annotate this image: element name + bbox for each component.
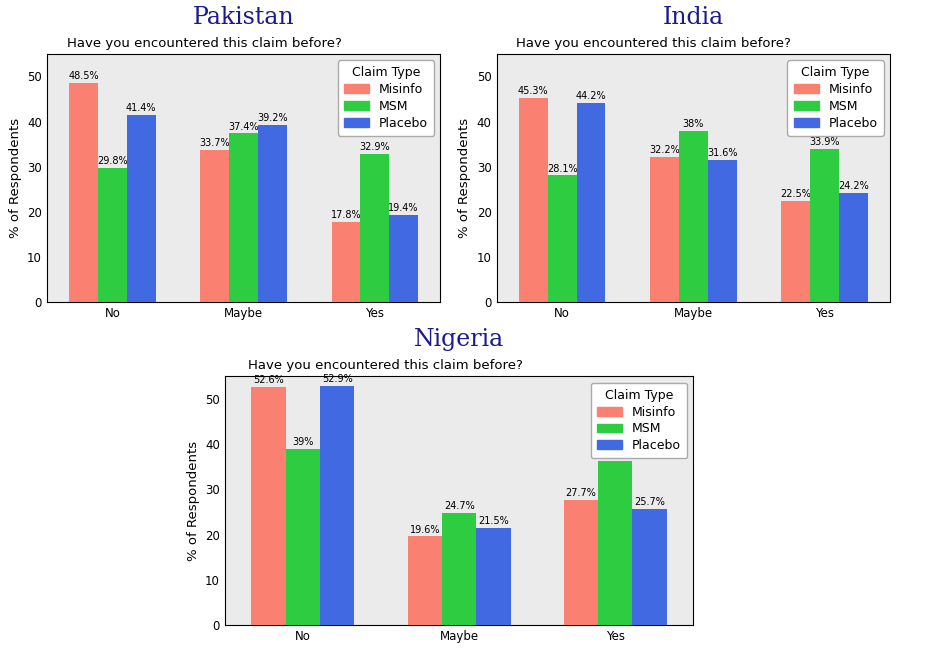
Text: 41.4%: 41.4%: [126, 103, 156, 114]
Bar: [650, 157, 679, 302]
Y-axis label: % of Respondents: % of Respondents: [8, 118, 22, 238]
Text: 52.9%: 52.9%: [322, 374, 352, 384]
Bar: [707, 159, 736, 302]
Y-axis label: % of Respondents: % of Respondents: [186, 441, 199, 560]
Bar: [285, 449, 320, 625]
Bar: [597, 461, 632, 625]
Bar: [331, 222, 360, 302]
Text: 37.4%: 37.4%: [228, 122, 258, 132]
Text: 32.2%: 32.2%: [649, 145, 680, 155]
Text: 33.7%: 33.7%: [199, 138, 230, 149]
Bar: [257, 125, 286, 302]
Bar: [475, 528, 510, 625]
Text: Pakistan: Pakistan: [193, 6, 294, 29]
Text: 52.6%: 52.6%: [253, 376, 284, 385]
Bar: [251, 387, 285, 625]
Text: Nigeria: Nigeria: [414, 329, 504, 351]
Bar: [69, 83, 98, 302]
Legend: Misinfo, MSM, Placebo: Misinfo, MSM, Placebo: [786, 60, 883, 136]
Text: 21.5%: 21.5%: [477, 516, 508, 526]
Bar: [838, 193, 867, 302]
Bar: [548, 175, 576, 302]
Legend: Misinfo, MSM, Placebo: Misinfo, MSM, Placebo: [337, 60, 433, 136]
Bar: [407, 536, 442, 625]
Text: 28.1%: 28.1%: [547, 163, 577, 173]
Text: 36.2%: 36.2%: [599, 450, 630, 460]
Legend: Misinfo, MSM, Placebo: Misinfo, MSM, Placebo: [590, 382, 686, 458]
Text: 24.2%: 24.2%: [837, 181, 868, 192]
Text: 38%: 38%: [682, 119, 703, 129]
Bar: [810, 149, 838, 302]
Text: 27.7%: 27.7%: [565, 488, 595, 498]
Text: 31.6%: 31.6%: [707, 148, 737, 158]
Text: Have you encountered this claim before?: Have you encountered this claim before?: [248, 360, 522, 372]
Text: 19.6%: 19.6%: [409, 525, 440, 534]
Bar: [781, 201, 810, 302]
Y-axis label: % of Respondents: % of Respondents: [458, 118, 471, 238]
Text: Have you encountered this claim before?: Have you encountered this claim before?: [66, 37, 341, 50]
Bar: [360, 154, 388, 302]
Bar: [126, 115, 155, 302]
Text: 48.5%: 48.5%: [68, 71, 99, 81]
Bar: [632, 509, 666, 625]
Text: 32.9%: 32.9%: [359, 142, 389, 152]
Bar: [98, 168, 126, 302]
Bar: [563, 500, 597, 625]
Text: 29.8%: 29.8%: [97, 156, 127, 166]
Bar: [388, 214, 417, 302]
Text: 39%: 39%: [292, 437, 314, 447]
Text: 39.2%: 39.2%: [256, 114, 287, 124]
Text: 19.4%: 19.4%: [388, 203, 418, 213]
Text: India: India: [662, 6, 724, 29]
Bar: [519, 97, 548, 302]
Bar: [576, 103, 605, 302]
Text: 24.7%: 24.7%: [444, 501, 474, 511]
Text: Have you encountered this claim before?: Have you encountered this claim before?: [516, 37, 790, 50]
Bar: [229, 133, 257, 302]
Text: 44.2%: 44.2%: [575, 91, 606, 101]
Bar: [679, 130, 707, 302]
Text: 17.8%: 17.8%: [330, 210, 361, 220]
Text: 25.7%: 25.7%: [634, 497, 665, 507]
Text: 22.5%: 22.5%: [780, 189, 811, 199]
Bar: [200, 150, 229, 302]
Bar: [320, 386, 354, 625]
Text: 45.3%: 45.3%: [518, 86, 548, 96]
Bar: [442, 513, 475, 625]
Text: 33.9%: 33.9%: [809, 137, 839, 147]
